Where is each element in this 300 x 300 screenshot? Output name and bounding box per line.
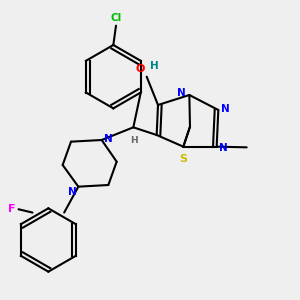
Text: F: F (8, 204, 16, 214)
Text: N: N (219, 143, 228, 153)
Text: N: N (104, 134, 113, 144)
Text: H: H (150, 61, 159, 71)
Text: N: N (221, 104, 230, 114)
Text: Cl: Cl (110, 13, 122, 23)
Text: S: S (179, 154, 187, 164)
Text: N: N (68, 187, 77, 197)
Text: H: H (130, 136, 138, 145)
Text: O: O (136, 64, 145, 74)
Text: N: N (177, 88, 185, 98)
